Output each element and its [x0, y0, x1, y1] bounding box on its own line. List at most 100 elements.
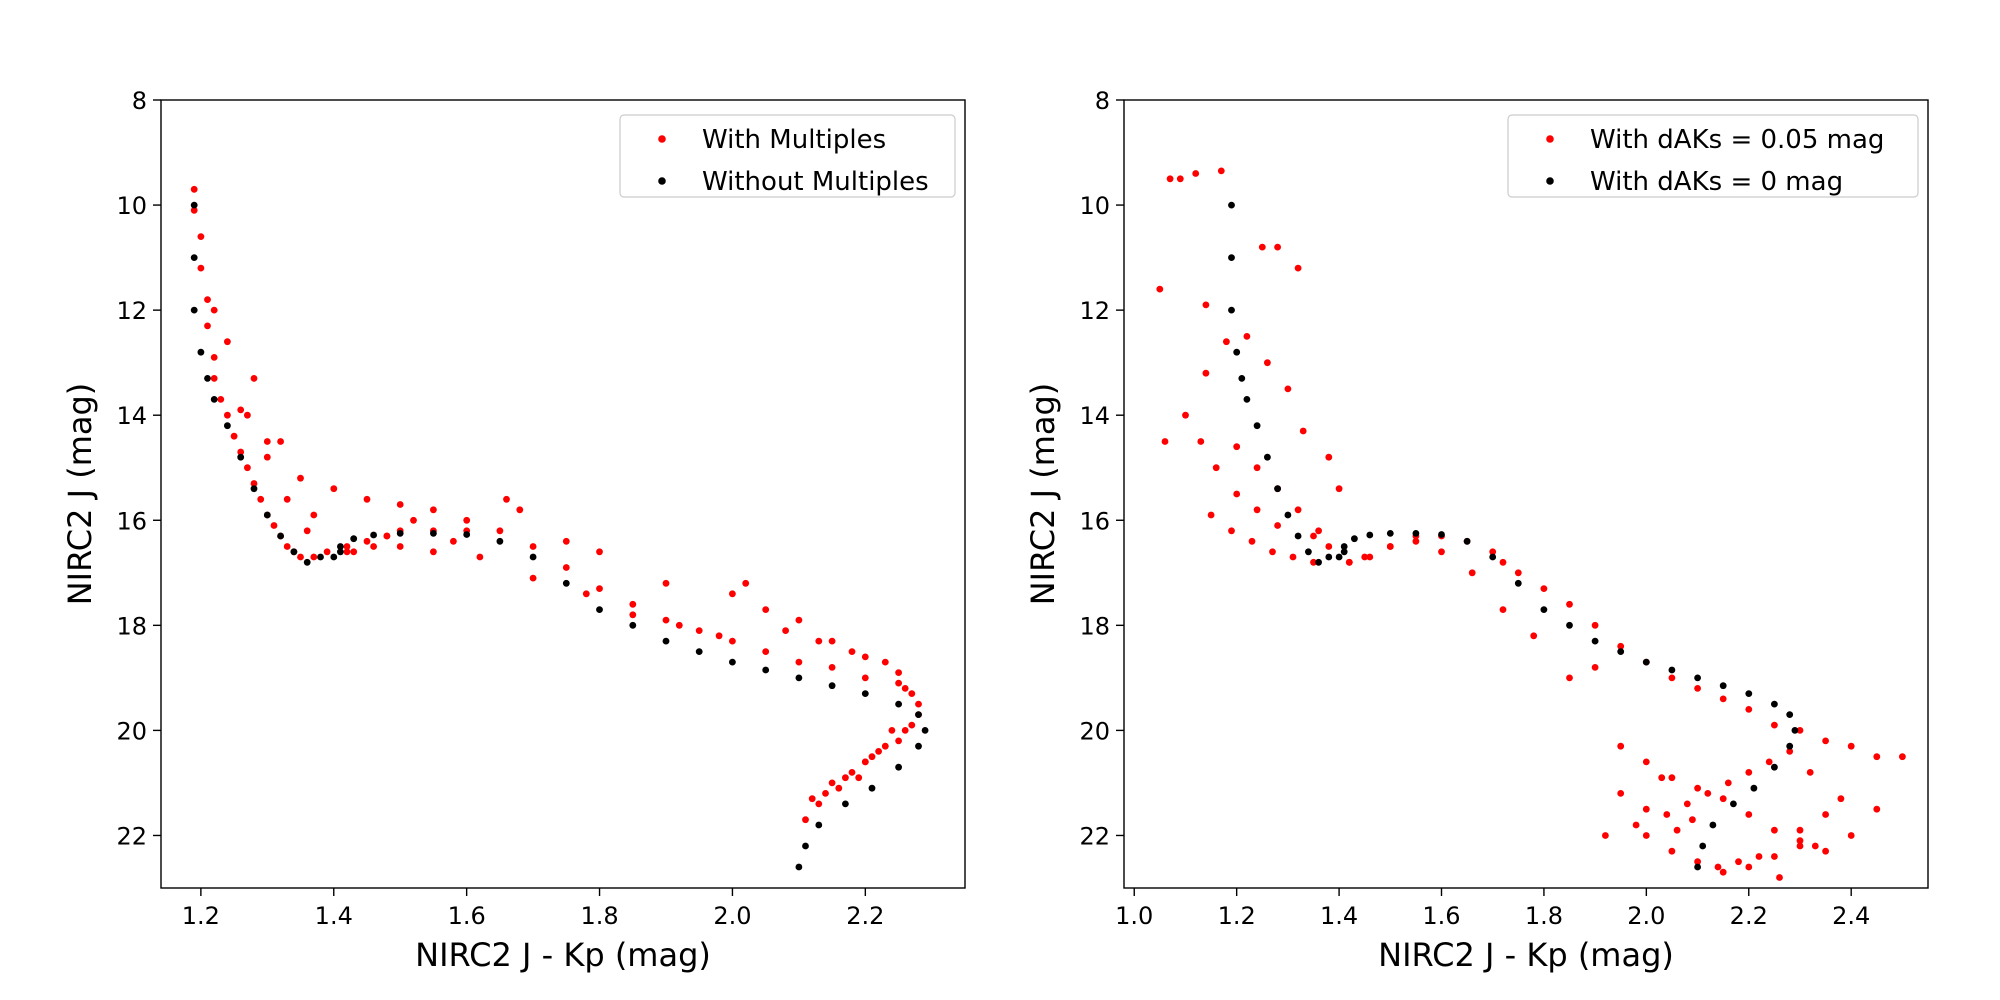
data-point [1765, 758, 1773, 766]
y-tick-label: 10 [116, 192, 147, 220]
data-point [1714, 863, 1722, 871]
data-point [848, 648, 856, 655]
data-point [463, 531, 471, 538]
data-point [1156, 285, 1164, 293]
data-point [1719, 695, 1727, 703]
data-point [762, 606, 770, 613]
data-point [822, 790, 829, 797]
data-point [1668, 847, 1676, 855]
data-point [1566, 621, 1573, 629]
data-point [350, 548, 358, 556]
data-point [297, 553, 304, 561]
x-axis-title: NIRC2 J - Kp (mag) [1378, 936, 1674, 974]
data-point [1361, 553, 1369, 561]
data-point [1745, 863, 1753, 871]
data-point [204, 322, 211, 330]
x-tick-label: 1.0 [1115, 902, 1153, 930]
data-point [1212, 464, 1220, 472]
data-point [562, 579, 570, 587]
data-point [1745, 690, 1753, 697]
data-point [1745, 706, 1753, 713]
data-point [1617, 642, 1625, 650]
data-point [1796, 842, 1804, 850]
data-point [808, 795, 816, 803]
data-point [1238, 375, 1246, 382]
data-point [888, 727, 896, 734]
data-point [476, 553, 484, 561]
legend-label: With dAKs = 0 mag [1590, 167, 1843, 197]
data-point [895, 700, 902, 708]
data-point [1264, 453, 1271, 461]
data-point [1243, 333, 1251, 340]
data-point [1253, 506, 1261, 514]
data-point [662, 616, 670, 624]
data-point [1182, 411, 1189, 419]
data-point [1694, 863, 1701, 871]
data-point [828, 779, 836, 787]
data-point [815, 800, 823, 808]
data-point [629, 611, 637, 619]
legend-marker [1546, 177, 1554, 185]
data-point [1366, 553, 1374, 561]
series-1 [190, 185, 922, 824]
data-point [1683, 800, 1691, 808]
data-point [337, 543, 344, 550]
data-point [1351, 535, 1358, 543]
data-point [430, 548, 437, 556]
series-1 [1156, 167, 1906, 881]
data-point [250, 485, 258, 493]
data-point [1811, 842, 1819, 850]
legend-marker [658, 177, 666, 185]
data-point [1873, 753, 1881, 761]
x-tick-label: 1.2 [182, 902, 220, 930]
data-point [1566, 600, 1573, 608]
data-point [343, 548, 351, 556]
series-2 [190, 201, 929, 871]
data-point [1315, 527, 1322, 535]
legend-label: With Multiples [702, 125, 886, 155]
data-point [1658, 774, 1666, 782]
data-point [210, 396, 218, 403]
x-axis-title: NIRC2 J - Kp (mag) [415, 936, 711, 974]
data-point [1284, 385, 1292, 393]
data-point [1540, 606, 1548, 613]
data-point [921, 727, 929, 734]
data-point [197, 264, 205, 272]
data-point [1228, 254, 1235, 261]
data-point [1325, 543, 1333, 550]
x-tick-label: 1.4 [315, 902, 353, 930]
data-point [1345, 558, 1353, 566]
data-point [1489, 553, 1497, 561]
data-point [729, 590, 736, 598]
x-tick-label: 1.6 [1422, 902, 1460, 930]
data-point [1223, 338, 1230, 346]
data-point [1786, 742, 1794, 750]
data-point [190, 306, 198, 314]
data-point [1438, 548, 1445, 556]
x-tick-label: 2.4 [1832, 902, 1870, 930]
data-point [1438, 531, 1445, 538]
data-point [1668, 674, 1676, 682]
data-point [230, 432, 238, 440]
data-point [1468, 569, 1476, 577]
data-point [842, 800, 849, 808]
data-point [1642, 658, 1650, 666]
data-point [1335, 485, 1343, 493]
data-point [1632, 821, 1640, 829]
data-point [895, 763, 902, 771]
data-point [1719, 682, 1727, 690]
data-point [1776, 874, 1783, 881]
data-point [1386, 543, 1394, 550]
data-point [383, 532, 391, 540]
data-point [1771, 721, 1778, 729]
data-point [815, 637, 823, 645]
data-point [1340, 548, 1348, 556]
data-point [1694, 858, 1701, 866]
data-point [363, 495, 371, 503]
data-point [210, 306, 218, 314]
y-tick-label: 12 [1079, 297, 1110, 325]
data-point [224, 338, 231, 346]
data-point [1668, 666, 1676, 674]
data-point [802, 816, 809, 824]
